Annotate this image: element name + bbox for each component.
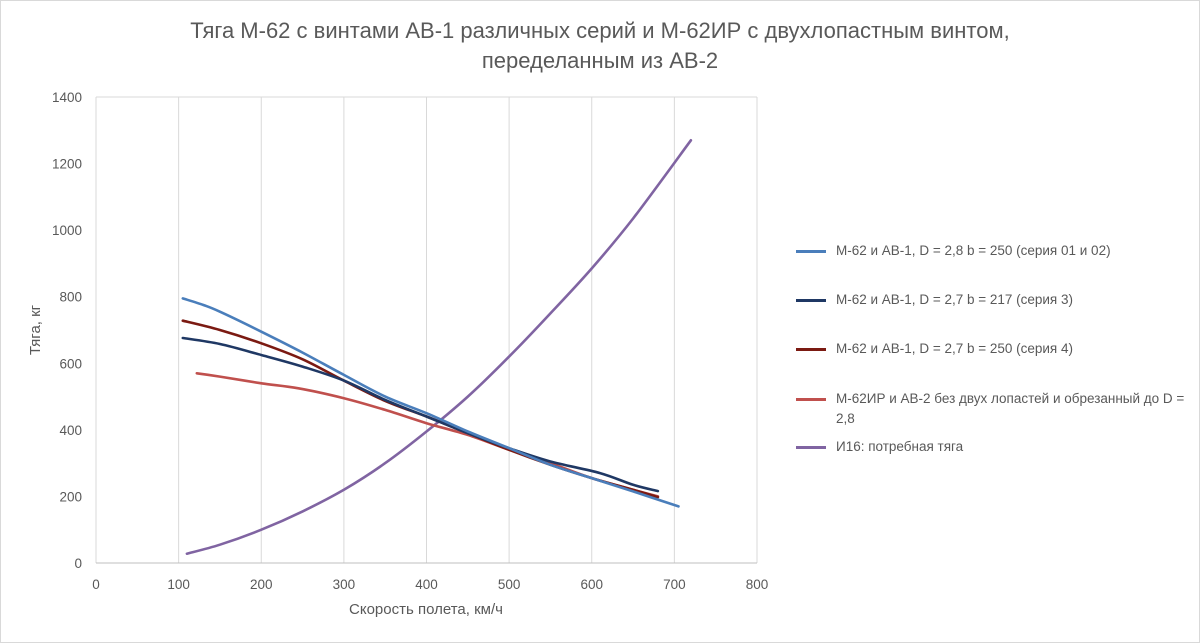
series-line-2 — [181, 336, 660, 493]
x-tick-label: 600 — [580, 577, 603, 592]
chart-title-line-1: Тяга М-62 с винтами АВ-1 различных серий… — [190, 18, 1010, 43]
legend-label: М-62 и АВ-1, D = 2,7 b = 250 (серия 4) — [836, 341, 1074, 356]
y-axis-label: Тяга, кг — [27, 304, 44, 355]
x-tick-label: 500 — [498, 577, 521, 592]
x-tick-label: 300 — [333, 577, 356, 592]
y-tick-label: 1200 — [52, 157, 82, 172]
x-axis-label: Скорость полета, км/ч — [349, 601, 503, 618]
x-tick-label: 800 — [746, 577, 769, 592]
legend-swatch — [796, 446, 826, 449]
legend-swatch — [796, 250, 826, 253]
legend-label: М-62 и АВ-1, D = 2,8 b = 250 (серия 01 и… — [836, 243, 1111, 258]
legend-label: И16: потребная тяга — [836, 439, 964, 454]
y-tick-label: 0 — [74, 556, 82, 571]
legend-label: М-62ИР и АВ-2 без двух лопастей и обреза… — [836, 391, 1185, 426]
y-tick-label: 800 — [59, 290, 82, 305]
y-tick-label: 200 — [59, 489, 82, 504]
x-tick-label: 200 — [250, 577, 273, 592]
series-line-1 — [181, 297, 680, 508]
series-line-5 — [185, 139, 693, 555]
y-tick-label: 1400 — [52, 90, 82, 105]
y-tick-label: 1000 — [52, 223, 82, 238]
x-tick-label: 400 — [415, 577, 438, 592]
x-tick-label: 0 — [92, 577, 100, 592]
legend-label: М-62 и АВ-1, D = 2,7 b = 217 (серия 3) — [836, 292, 1074, 307]
legend-swatch — [796, 348, 826, 351]
chart-title-line-2: переделанным из АВ-2 — [481, 48, 719, 73]
legend-swatch — [796, 299, 826, 302]
x-tick-label: 100 — [167, 577, 190, 592]
y-tick-label: 400 — [59, 423, 82, 438]
legend-swatch — [796, 398, 826, 401]
y-tick-label: 600 — [59, 356, 82, 371]
x-tick-label: 700 — [663, 577, 686, 592]
